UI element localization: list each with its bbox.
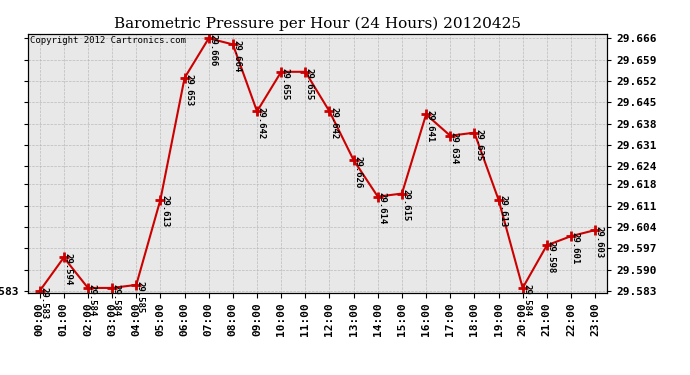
Text: 29.585: 29.585: [136, 281, 145, 313]
Text: 29.635: 29.635: [474, 129, 483, 161]
Text: 29.613: 29.613: [160, 195, 169, 228]
Text: 29.598: 29.598: [546, 241, 555, 273]
Text: 29.584: 29.584: [112, 284, 121, 316]
Text: 29.601: 29.601: [571, 232, 580, 264]
Text: 29.584: 29.584: [522, 284, 531, 316]
Text: 29.641: 29.641: [426, 110, 435, 142]
Text: Copyright 2012 Cartronics.com: Copyright 2012 Cartronics.com: [30, 36, 186, 45]
Text: 29.655: 29.655: [305, 68, 314, 100]
Text: 29.614: 29.614: [377, 192, 386, 225]
Text: 29.664: 29.664: [233, 40, 241, 72]
Text: 29.642: 29.642: [329, 107, 338, 140]
Text: 29.584: 29.584: [88, 284, 97, 316]
Text: 29.655: 29.655: [281, 68, 290, 100]
Text: 29.642: 29.642: [257, 107, 266, 140]
Text: 29.653: 29.653: [184, 74, 193, 106]
Text: 29.583: 29.583: [39, 287, 48, 319]
Text: 29.603: 29.603: [595, 226, 604, 258]
Text: 29.634: 29.634: [450, 132, 459, 164]
Text: 29.594: 29.594: [63, 254, 72, 286]
Text: 29.626: 29.626: [353, 156, 362, 188]
Text: 29.615: 29.615: [402, 189, 411, 222]
Text: 29.613: 29.613: [498, 195, 507, 228]
Text: 29.666: 29.666: [208, 34, 217, 66]
Title: Barometric Pressure per Hour (24 Hours) 20120425: Barometric Pressure per Hour (24 Hours) …: [114, 17, 521, 31]
